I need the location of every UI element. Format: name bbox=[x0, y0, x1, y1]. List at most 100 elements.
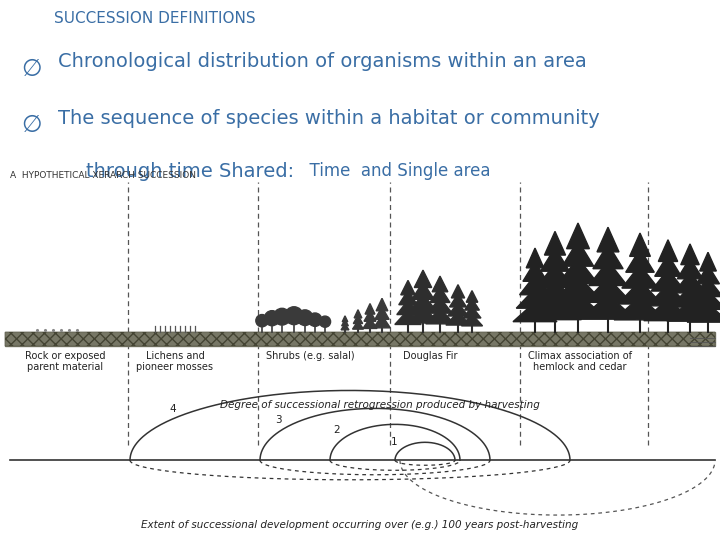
Polygon shape bbox=[696, 265, 719, 284]
Polygon shape bbox=[526, 248, 544, 268]
Polygon shape bbox=[520, 275, 550, 295]
Text: Extent of successional development occurring over (e.g.) 100 years post-harvesti: Extent of successional development occur… bbox=[141, 520, 579, 530]
Polygon shape bbox=[408, 306, 439, 323]
Polygon shape bbox=[562, 240, 594, 266]
Text: The sequence of species within a habitat or community: The sequence of species within a habitat… bbox=[58, 109, 599, 127]
Circle shape bbox=[274, 308, 290, 325]
Polygon shape bbox=[513, 302, 557, 322]
Text: Chronological distribution of organisms within an area: Chronological distribution of organisms … bbox=[58, 52, 586, 71]
Text: ∅: ∅ bbox=[22, 57, 42, 80]
Text: ∅: ∅ bbox=[22, 113, 42, 137]
Polygon shape bbox=[397, 300, 419, 315]
Polygon shape bbox=[647, 284, 688, 306]
Polygon shape bbox=[395, 310, 421, 325]
Text: 1: 1 bbox=[390, 437, 397, 447]
Polygon shape bbox=[451, 285, 464, 298]
Text: A  HYPOTHETICAL XERARCH SUCCESSION: A HYPOTHETICAL XERARCH SUCCESSION bbox=[10, 171, 196, 180]
Polygon shape bbox=[614, 296, 666, 320]
Polygon shape bbox=[516, 288, 554, 308]
Circle shape bbox=[285, 307, 303, 325]
Polygon shape bbox=[597, 227, 619, 252]
Polygon shape bbox=[365, 303, 375, 314]
Polygon shape bbox=[354, 310, 362, 318]
Polygon shape bbox=[414, 270, 432, 287]
Text: through time Shared:: through time Shared: bbox=[86, 162, 294, 181]
Text: Rock or exposed
parent material: Rock or exposed parent material bbox=[24, 350, 105, 372]
Polygon shape bbox=[363, 318, 377, 328]
Polygon shape bbox=[644, 299, 692, 321]
Bar bbox=[5, 332, 715, 346]
Polygon shape bbox=[658, 240, 678, 261]
Circle shape bbox=[264, 310, 279, 326]
Polygon shape bbox=[567, 223, 590, 249]
Polygon shape bbox=[462, 314, 482, 326]
Circle shape bbox=[320, 316, 330, 327]
Polygon shape bbox=[667, 300, 713, 321]
Polygon shape bbox=[626, 249, 654, 272]
Polygon shape bbox=[523, 261, 547, 281]
Polygon shape bbox=[536, 264, 574, 287]
Polygon shape bbox=[448, 303, 468, 316]
Polygon shape bbox=[449, 294, 467, 307]
Text: Shrubs (e.g. salal): Shrubs (e.g. salal) bbox=[266, 350, 354, 361]
Polygon shape bbox=[533, 280, 577, 303]
Polygon shape bbox=[651, 269, 685, 291]
Polygon shape bbox=[593, 244, 623, 269]
Polygon shape bbox=[354, 315, 363, 323]
Polygon shape bbox=[466, 291, 478, 302]
Circle shape bbox=[297, 310, 312, 326]
Circle shape bbox=[308, 313, 322, 326]
Polygon shape bbox=[341, 324, 349, 330]
Polygon shape bbox=[428, 298, 452, 313]
Text: 2: 2 bbox=[333, 426, 341, 435]
Polygon shape bbox=[654, 254, 681, 276]
Polygon shape bbox=[446, 312, 470, 325]
Polygon shape bbox=[353, 321, 364, 329]
Polygon shape bbox=[554, 275, 603, 301]
Polygon shape bbox=[464, 299, 480, 310]
Polygon shape bbox=[618, 281, 662, 304]
Polygon shape bbox=[341, 320, 348, 326]
Polygon shape bbox=[399, 291, 418, 305]
Polygon shape bbox=[364, 310, 376, 321]
Polygon shape bbox=[674, 272, 706, 293]
Polygon shape bbox=[558, 258, 598, 284]
Text: SUCCESSION DEFINITIONS: SUCCESSION DEFINITIONS bbox=[54, 11, 256, 26]
Polygon shape bbox=[376, 298, 388, 311]
Text: Climax association of
hemlock and cedar: Climax association of hemlock and cedar bbox=[528, 350, 632, 372]
Polygon shape bbox=[687, 303, 720, 322]
Polygon shape bbox=[541, 247, 570, 271]
Text: Time  and Single area: Time and Single area bbox=[299, 162, 490, 180]
Polygon shape bbox=[690, 291, 720, 309]
Polygon shape bbox=[342, 316, 348, 322]
Text: Lichens and
pioneer mosses: Lichens and pioneer mosses bbox=[137, 350, 214, 372]
Circle shape bbox=[256, 314, 268, 327]
Bar bbox=[5, 332, 715, 346]
Polygon shape bbox=[681, 244, 699, 265]
Text: 3: 3 bbox=[275, 415, 282, 425]
Polygon shape bbox=[700, 252, 716, 271]
Polygon shape bbox=[412, 282, 434, 299]
Polygon shape bbox=[670, 286, 710, 307]
Polygon shape bbox=[549, 293, 606, 319]
Polygon shape bbox=[544, 232, 566, 255]
Polygon shape bbox=[580, 294, 636, 319]
Polygon shape bbox=[629, 233, 650, 256]
Polygon shape bbox=[678, 258, 703, 279]
Polygon shape bbox=[585, 278, 631, 302]
Polygon shape bbox=[693, 278, 720, 296]
Polygon shape bbox=[622, 265, 658, 288]
Polygon shape bbox=[401, 280, 415, 295]
Text: Degree of successional retrogression produced by harvesting: Degree of successional retrogression pro… bbox=[220, 401, 540, 410]
Polygon shape bbox=[432, 276, 448, 292]
Polygon shape bbox=[375, 307, 389, 319]
Polygon shape bbox=[426, 308, 454, 324]
Polygon shape bbox=[410, 294, 436, 311]
Polygon shape bbox=[463, 306, 481, 318]
Text: Douglas Fir: Douglas Fir bbox=[402, 350, 457, 361]
Polygon shape bbox=[528, 296, 582, 320]
Polygon shape bbox=[374, 315, 390, 328]
Text: 4: 4 bbox=[169, 404, 176, 414]
Polygon shape bbox=[589, 261, 627, 286]
Polygon shape bbox=[430, 287, 450, 302]
